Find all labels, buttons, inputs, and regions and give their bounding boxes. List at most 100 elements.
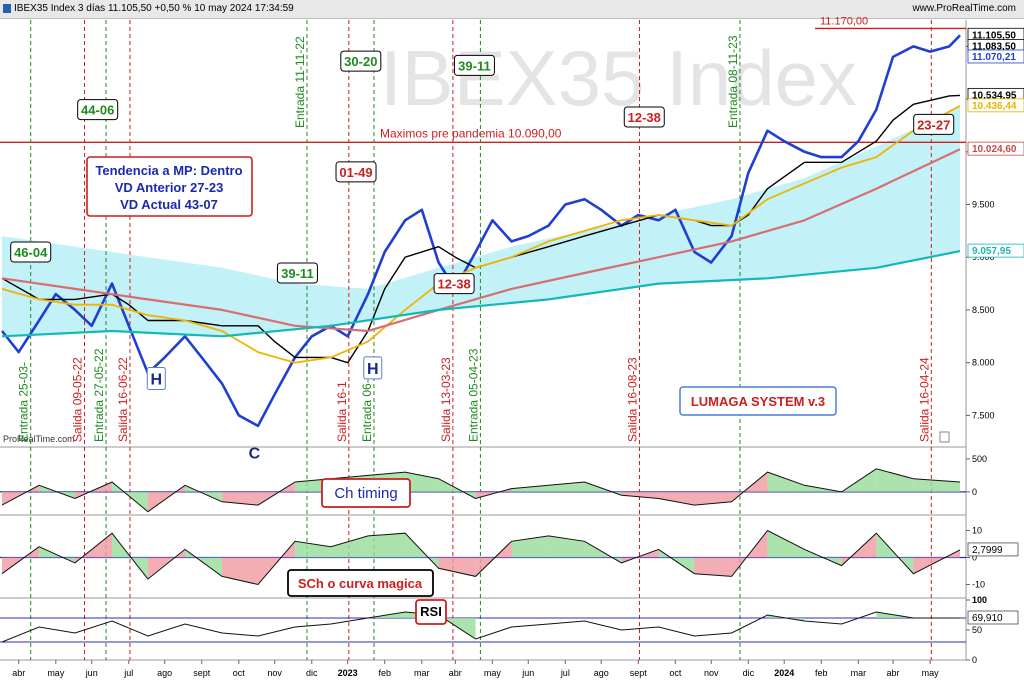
price-label: 11.070,21 bbox=[972, 52, 1016, 63]
y-tick-label: 8.500 bbox=[972, 305, 995, 315]
y-tick-label: -10 bbox=[972, 580, 985, 590]
panel-1: 10 0 -10 2,7999 bbox=[0, 526, 1019, 590]
y-tick-label: 7.500 bbox=[972, 410, 995, 420]
x-tick-label: nov bbox=[704, 668, 719, 678]
y-tick-label: 100 bbox=[972, 595, 987, 605]
series-line-0 bbox=[0, 34, 961, 428]
osc-value: 2,7999 bbox=[972, 545, 1003, 556]
price-label: 11.105,50 bbox=[972, 30, 1016, 41]
annotation-box bbox=[340, 50, 382, 72]
annotation-box bbox=[276, 262, 318, 284]
panel-label-box bbox=[287, 569, 434, 597]
marker-text: C bbox=[249, 445, 261, 462]
x-tick-label: mar bbox=[851, 668, 867, 678]
osc-fill bbox=[222, 491, 258, 506]
x-tick-label: jul bbox=[123, 668, 133, 678]
price-label-box bbox=[967, 98, 1024, 113]
osc-value-box bbox=[967, 542, 1019, 557]
y-tick-label: 9.500 bbox=[972, 200, 995, 210]
panel-label: Ch timing bbox=[334, 485, 397, 502]
x-tick-label: abr bbox=[887, 668, 900, 678]
signal-label: Entrada 06- bbox=[360, 379, 374, 442]
x-axis: abr may jun jul ago sept oct nov dic 2023 feb mar ab… bbox=[12, 660, 939, 678]
app-icon bbox=[3, 4, 11, 13]
x-tick-label: abr bbox=[449, 668, 462, 678]
panel-label: SCh o curva magica bbox=[298, 576, 423, 591]
osc-fill bbox=[438, 557, 476, 577]
marker-text: H bbox=[367, 361, 379, 378]
panel-label-box bbox=[321, 478, 411, 508]
annotation-box bbox=[433, 273, 475, 295]
price-label-box bbox=[967, 243, 1024, 258]
signal-label: Entrada 05-04-23 bbox=[466, 348, 480, 442]
x-tick-label: oct bbox=[669, 668, 682, 678]
osc-value: 69,910 bbox=[972, 613, 1003, 624]
info-line: Tendencia a MP: Dentro bbox=[95, 163, 242, 178]
osc-value-box bbox=[967, 610, 1019, 625]
y-tick-label: 10 bbox=[972, 526, 982, 536]
osc-fill bbox=[405, 472, 439, 492]
osc-fill bbox=[511, 485, 549, 492]
site-url[interactable]: www.ProRealTime.com bbox=[912, 3, 1016, 14]
marker-text: H bbox=[151, 371, 163, 388]
signal-label: Salida 16-04-24 bbox=[917, 357, 931, 442]
watermark: IBEX35 Index bbox=[380, 34, 857, 122]
x-tick-label: ago bbox=[594, 668, 609, 678]
annotation-box bbox=[10, 241, 52, 263]
annotation-box bbox=[913, 113, 955, 135]
info-icon bbox=[939, 431, 950, 443]
info-line: VD Anterior 27-23 bbox=[115, 180, 224, 195]
annotation-text: 12-38 bbox=[628, 110, 661, 125]
x-tick-label: nov bbox=[267, 668, 282, 678]
system-box bbox=[679, 386, 837, 416]
marker-box bbox=[146, 366, 166, 390]
osc-fill bbox=[913, 478, 961, 492]
osc-fill bbox=[367, 533, 406, 558]
brand-label: ProRealTime.com bbox=[3, 434, 75, 444]
panel-label-box bbox=[415, 599, 447, 625]
y-tick-label: 50 bbox=[972, 625, 982, 635]
x-tick-label: feb bbox=[815, 668, 828, 678]
price-label-box bbox=[967, 49, 1024, 64]
annotation-box bbox=[77, 99, 119, 121]
x-tick-label: may bbox=[484, 668, 502, 678]
x-tick-label: sept bbox=[193, 668, 211, 678]
annotation-text: 39-11 bbox=[458, 58, 491, 73]
x-tick-label: may bbox=[922, 668, 940, 678]
ichimoku-cloud bbox=[2, 106, 961, 337]
osc-fill bbox=[511, 535, 549, 558]
hline-label: 11.170,00 bbox=[820, 15, 868, 27]
signal-label: Entrada 08-11-23 bbox=[726, 35, 740, 128]
chart-title: IBEX35 Index 3 días 11.105,50 +0,50 % 10… bbox=[14, 3, 294, 14]
price-label: 10.024,60 bbox=[972, 144, 1017, 155]
signal-label: Salida 16-1 bbox=[335, 381, 349, 442]
price-label: 10.436,44 bbox=[972, 101, 1017, 112]
x-tick-label: dic bbox=[306, 668, 318, 678]
osc-fill bbox=[694, 491, 732, 506]
osc-fill bbox=[876, 468, 914, 492]
osc-fill bbox=[621, 491, 659, 499]
osc-line bbox=[1, 529, 961, 586]
panel-label: RSI bbox=[420, 604, 442, 619]
signal-label: Entrada 27-05-22 bbox=[92, 348, 106, 442]
x-tick-label: dic bbox=[743, 668, 755, 678]
x-tick-label: may bbox=[47, 668, 65, 678]
osc-fill bbox=[767, 472, 805, 492]
info-box bbox=[86, 156, 253, 217]
x-tick-label: abr bbox=[12, 668, 25, 678]
osc-fill bbox=[694, 557, 732, 577]
x-tick-label: sept bbox=[630, 668, 648, 678]
y-tick-label: 500 bbox=[972, 454, 987, 464]
osc-fill bbox=[222, 557, 258, 585]
osc-line bbox=[1, 468, 961, 513]
signal-label: Salida 13-03-23 bbox=[439, 357, 453, 442]
annotation-text: 01-49 bbox=[339, 165, 372, 180]
x-tick-label: oct bbox=[233, 668, 246, 678]
annotation-text: 39-11 bbox=[281, 266, 314, 281]
y-tick-label: 0 bbox=[972, 487, 977, 497]
annotation-text: 46-04 bbox=[14, 245, 48, 260]
x-tick-label: jun bbox=[521, 668, 534, 678]
annotation-text: 23-27 bbox=[917, 117, 950, 132]
price-label: 9.057,95 bbox=[972, 246, 1011, 257]
